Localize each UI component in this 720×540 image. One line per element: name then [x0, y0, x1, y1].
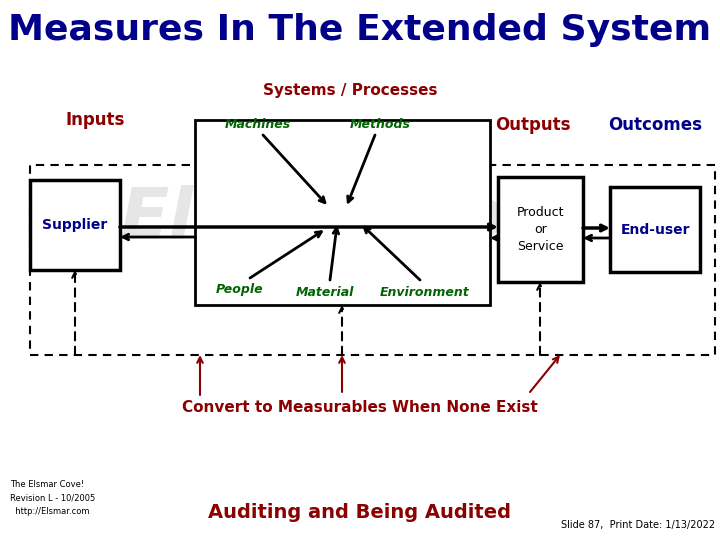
Text: Methods: Methods: [349, 118, 410, 132]
Bar: [195, 120, 490, 305]
Text: Product
or
Service: Product or Service: [517, 206, 564, 253]
Text: Measures In The Extended System: Measures In The Extended System: [9, 13, 711, 47]
Text: The Elsmar Cove!
Revision L - 10/2005
  http://Elsmar.com: The Elsmar Cove! Revision L - 10/2005 ht…: [10, 480, 95, 516]
Bar: [498, 177, 583, 282]
Bar: [610, 187, 700, 272]
Text: Auditing and Being Audited: Auditing and Being Audited: [209, 503, 511, 522]
Text: End-user: End-user: [620, 222, 690, 237]
Bar: [30, 180, 120, 270]
Bar: [30, 165, 715, 355]
Text: Inputs: Inputs: [66, 111, 125, 129]
Text: Outcomes: Outcomes: [608, 116, 702, 134]
Text: Machines: Machines: [225, 118, 291, 132]
Text: Elsmar.com: Elsmar.com: [119, 186, 581, 254]
Text: Convert to Measurables When None Exist: Convert to Measurables When None Exist: [182, 400, 538, 415]
Text: Supplier: Supplier: [42, 218, 107, 232]
Text: Material: Material: [296, 286, 354, 299]
Text: People: People: [216, 284, 264, 296]
Text: Environment: Environment: [380, 286, 470, 299]
Text: Systems / Processes: Systems / Processes: [263, 83, 437, 98]
Text: Slide 87,  Print Date: 1/13/2022: Slide 87, Print Date: 1/13/2022: [561, 520, 715, 530]
Text: Outputs: Outputs: [495, 116, 571, 134]
